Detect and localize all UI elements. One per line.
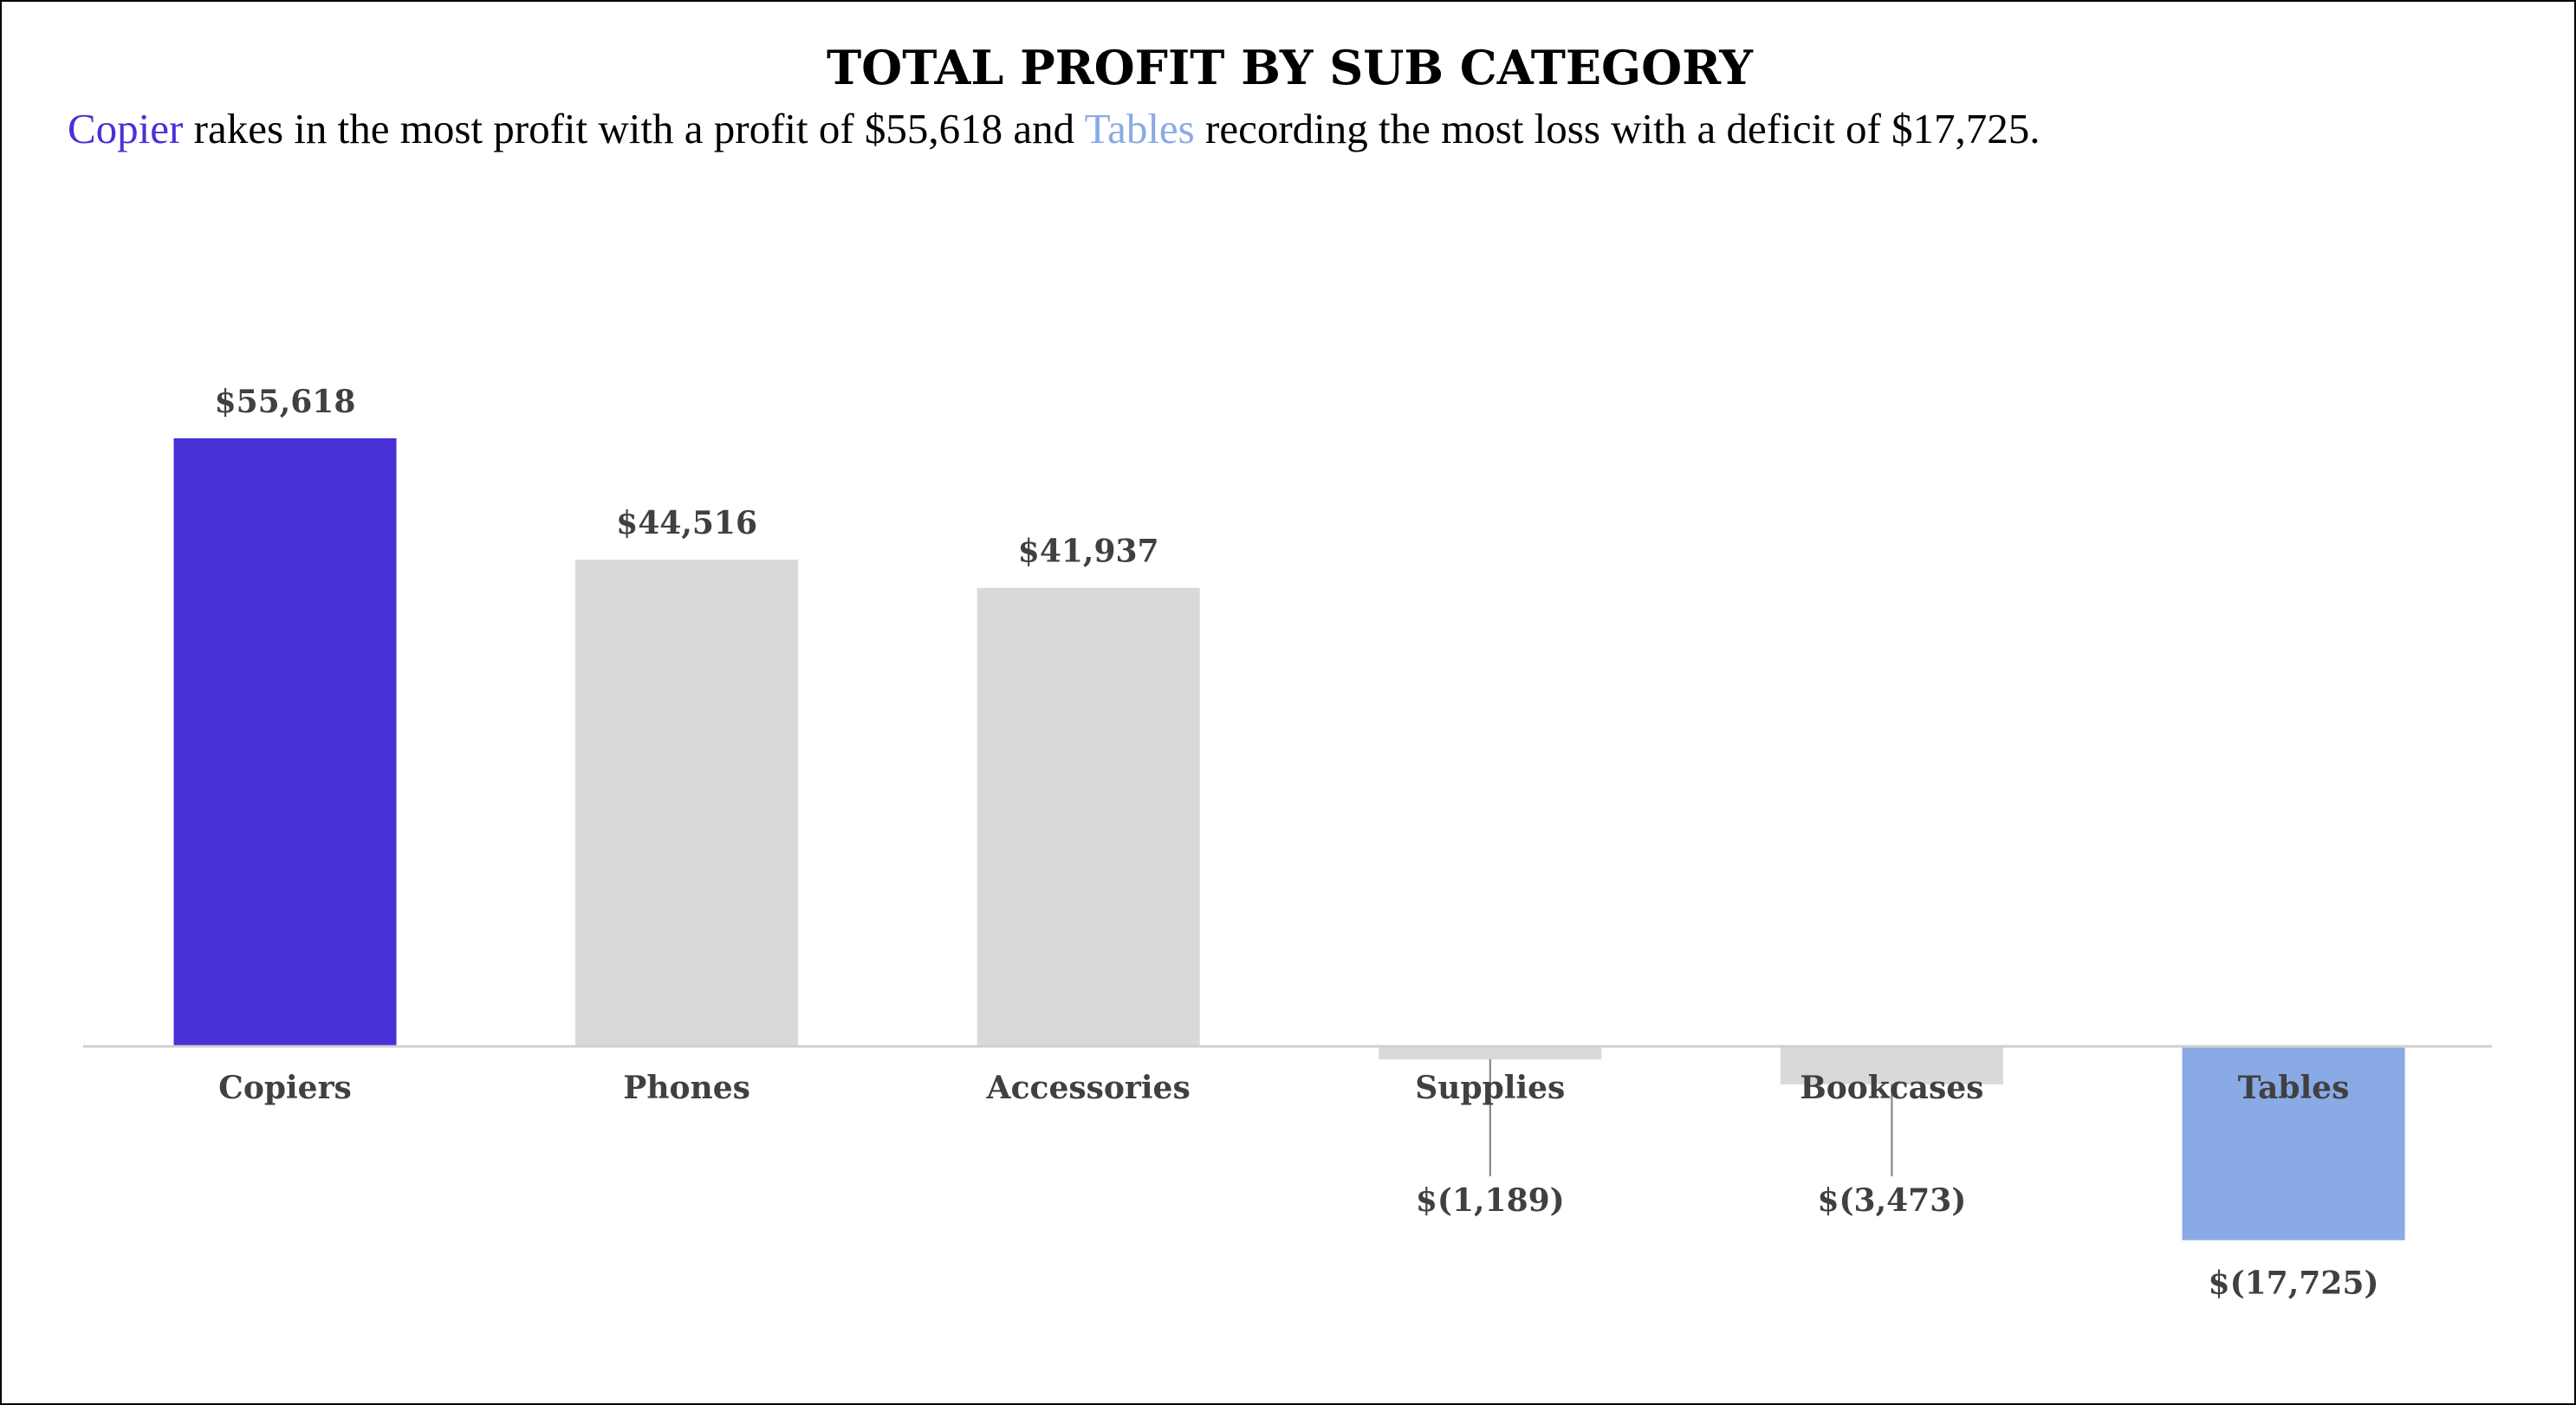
subtitle-text-part-2: recording the most loss with a deficit o… bbox=[1194, 105, 2041, 152]
leader-lines-layer bbox=[1489, 1059, 1893, 1176]
bar-accessories bbox=[977, 587, 1200, 1046]
bar-copiers bbox=[173, 438, 397, 1046]
subtitle-text-part-1: rakes in the most profit with a profit o… bbox=[183, 105, 1085, 152]
value-label-bookcases: $(3,473) bbox=[1817, 1182, 1966, 1219]
subtitle-highlight-copier: Copier bbox=[68, 105, 184, 152]
chart-title: TOTAL PROFIT BY SUB CATEGORY bbox=[827, 40, 1753, 95]
bars-layer bbox=[173, 438, 2405, 1240]
value-label-copiers: $55,618 bbox=[215, 384, 356, 420]
category-label-bookcases: Bookcases bbox=[1800, 1070, 1983, 1106]
value-label-accessories: $41,937 bbox=[1018, 534, 1159, 570]
bar-tables bbox=[2182, 1046, 2405, 1240]
value-label-supplies: $(1,189) bbox=[1416, 1182, 1565, 1219]
category-label-supplies: Supplies bbox=[1415, 1070, 1565, 1106]
value-label-tables: $(17,725) bbox=[2209, 1266, 2379, 1302]
category-label-tables: Tables bbox=[2238, 1070, 2350, 1106]
value-label-phones: $44,516 bbox=[616, 505, 757, 541]
bar-supplies bbox=[1379, 1046, 1602, 1060]
chart-subtitle: Copier rakes in the most profit with a p… bbox=[68, 104, 2546, 153]
subtitle-highlight-tables: Tables bbox=[1084, 105, 1195, 152]
bar-bookcases bbox=[1780, 1046, 2003, 1085]
category-label-phones: Phones bbox=[623, 1070, 750, 1106]
bar-phones bbox=[575, 560, 799, 1046]
category-label-accessories: Accessories bbox=[986, 1070, 1191, 1106]
category-label-copiers: Copiers bbox=[218, 1070, 352, 1106]
labels-layer: Copiers $55,618 Phones $44,516 Accessories $4… bbox=[215, 384, 2379, 1302]
